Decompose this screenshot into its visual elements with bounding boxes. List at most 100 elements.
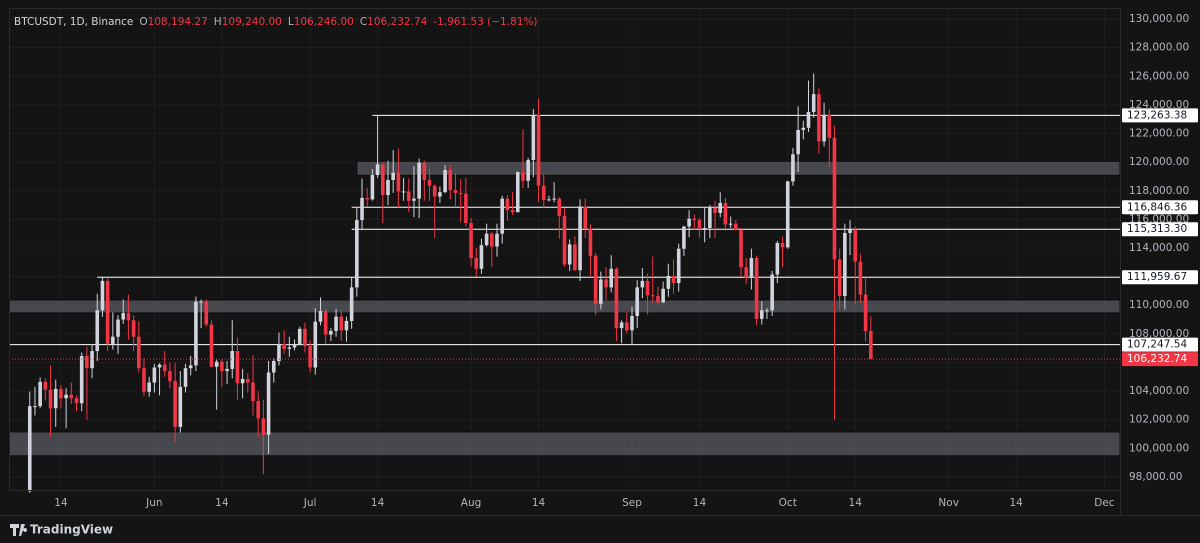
level-label: 123,263.38	[1127, 109, 1187, 121]
candle-body	[583, 206, 588, 229]
candle-body	[417, 162, 421, 199]
candle-body	[650, 295, 655, 297]
candle-body	[287, 347, 292, 349]
candle-body	[111, 336, 115, 344]
candle-body	[438, 192, 442, 197]
candle-body	[370, 175, 375, 200]
candle-body	[791, 154, 795, 182]
candle-body	[531, 114, 536, 160]
level-label: 111,959.67	[1127, 271, 1187, 283]
field-key: H	[214, 16, 222, 28]
candle-body	[464, 193, 468, 223]
x-tick-label: Nov	[938, 497, 959, 509]
y-tick-label: 110,000.00	[1129, 299, 1189, 311]
y-tick-label: 130,000.00	[1129, 13, 1189, 25]
candle-body	[43, 381, 48, 390]
candle-body	[365, 197, 370, 200]
candle-body	[173, 381, 177, 427]
level-label-box	[1122, 337, 1198, 352]
candle-body	[687, 218, 691, 227]
candle-body	[635, 287, 639, 316]
candle-body	[734, 223, 738, 231]
candle-body	[510, 210, 515, 213]
candle-body	[214, 361, 219, 367]
candle-body	[785, 181, 790, 248]
candle-body	[728, 223, 733, 225]
candle-body	[744, 267, 749, 278]
candle-body	[329, 331, 333, 335]
candle-body	[567, 244, 572, 265]
candle-body	[749, 258, 754, 278]
candle-body	[541, 185, 546, 201]
candle-body	[619, 322, 624, 329]
brand: TradingView	[30, 523, 113, 537]
candle-body	[313, 321, 318, 368]
y-tick-label: 108,000.00	[1129, 328, 1189, 340]
field-key: O	[139, 16, 147, 28]
y-tick-label: 120,000.00	[1129, 156, 1189, 168]
candle-body	[697, 220, 702, 229]
candle-body	[843, 232, 847, 296]
candle-body	[396, 172, 401, 192]
candle-body	[495, 233, 499, 247]
candle-body	[708, 207, 712, 228]
x-tick-label: Jun	[145, 497, 162, 509]
candle-body	[126, 313, 131, 321]
y-tick-label: 126,000.00	[1129, 70, 1189, 82]
candle-body	[121, 313, 126, 320]
candle-body	[484, 233, 489, 246]
x-tick-label: Jul	[303, 497, 317, 509]
x-tick-label: 14	[215, 497, 229, 509]
candle-body	[344, 320, 349, 331]
last-price-box	[1122, 352, 1198, 367]
candle-body	[116, 319, 120, 337]
field-value: 106,232.74	[367, 16, 427, 28]
y-tick-label: 118,000.00	[1129, 185, 1189, 197]
x-tick-label: 14	[371, 497, 385, 509]
field-value: 109,240.00	[222, 16, 282, 28]
candle-body	[380, 164, 385, 196]
candle-body	[375, 164, 380, 176]
candle-body	[318, 310, 323, 322]
candle-body	[588, 228, 593, 256]
candle-body	[235, 351, 240, 384]
change: -1,961.53 (−1.81%)	[433, 16, 537, 28]
candle-body	[100, 280, 105, 311]
candle-body	[759, 310, 764, 319]
field-key: L	[288, 16, 294, 28]
candle-body	[199, 301, 203, 303]
candle-body	[479, 245, 484, 269]
candle-body	[349, 287, 354, 321]
candle-body	[69, 394, 74, 399]
candle-body	[432, 185, 437, 197]
candle-body	[168, 371, 172, 382]
candle-body	[702, 227, 707, 229]
candle-body	[136, 336, 141, 369]
x-tick-label: 14	[54, 497, 68, 509]
candle-body	[27, 406, 32, 492]
candle-body	[355, 220, 359, 288]
candle-body	[692, 218, 697, 221]
candle-body	[656, 295, 660, 303]
candle-body	[666, 275, 671, 289]
candle-body	[723, 202, 728, 225]
candle-body	[292, 343, 297, 348]
candle-body	[443, 170, 447, 193]
candle-body	[754, 258, 759, 319]
x-tick-label: 14	[693, 497, 707, 509]
candle-body	[573, 244, 577, 271]
candle-body	[85, 356, 89, 369]
candle-body	[780, 242, 785, 248]
x-tick-label: Dec	[1094, 497, 1115, 509]
level-label-box	[1122, 108, 1198, 123]
candle-body	[266, 372, 271, 435]
level-label-box	[1122, 222, 1198, 237]
candle-body	[822, 114, 826, 142]
candle-body	[557, 198, 562, 216]
candle-body	[505, 198, 510, 211]
candle-body	[682, 226, 686, 249]
candle-body	[79, 356, 84, 404]
candle-body	[53, 388, 58, 409]
